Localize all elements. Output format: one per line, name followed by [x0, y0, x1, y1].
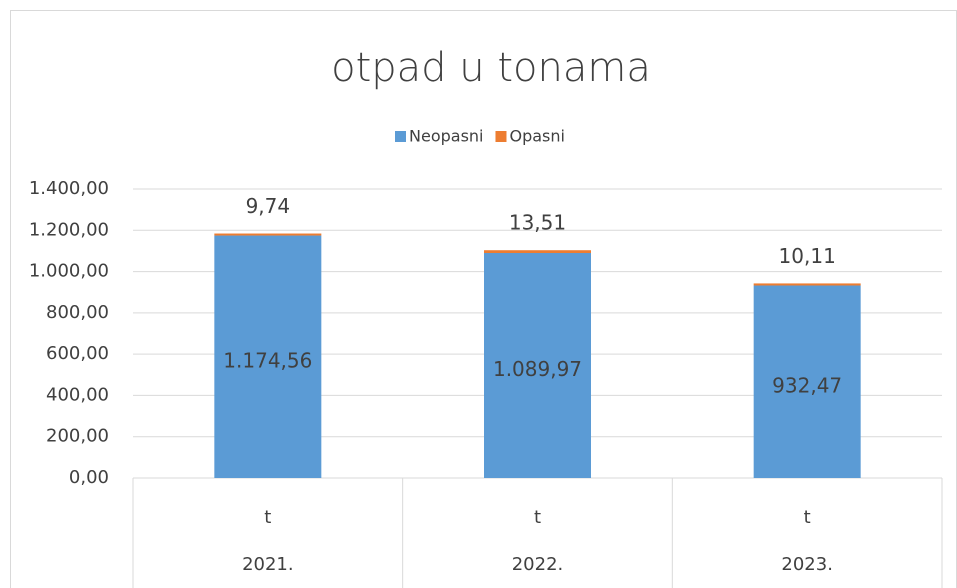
data-label: 13,51 — [509, 211, 566, 235]
y-tick-label: 400,00 — [46, 384, 109, 405]
bar-segment — [753, 285, 861, 478]
y-tick-label: 600,00 — [46, 343, 109, 364]
data-label: 9,74 — [246, 194, 291, 218]
x-tick-label: t — [534, 507, 541, 528]
y-tick-label: 800,00 — [46, 302, 109, 323]
y-tick-label: 1.400,00 — [29, 178, 109, 199]
data-label: 1.174,56 — [223, 348, 312, 372]
legend-swatch — [495, 131, 507, 142]
legend-swatch — [395, 131, 406, 142]
bar-segment — [214, 235, 322, 478]
y-tick-label: 1.000,00 — [29, 261, 109, 282]
data-label: 10,11 — [779, 244, 836, 268]
x-group-label: 2022. — [512, 554, 564, 575]
bar-segment — [214, 233, 322, 236]
x-tick-label: t — [804, 507, 811, 528]
legend-label: Opasni — [509, 127, 564, 146]
bar-segment — [484, 252, 591, 478]
x-group-label: 2023. — [781, 554, 833, 575]
legend-label: Neopasni — [409, 127, 483, 146]
y-tick-label: 200,00 — [46, 426, 109, 447]
chart-title: otpad u tonama — [331, 45, 651, 91]
y-tick-label: 0,00 — [69, 467, 109, 488]
bar-segment — [753, 283, 861, 286]
x-tick-label: t — [264, 507, 271, 528]
bar-segment — [484, 250, 591, 253]
y-tick-label: 1.200,00 — [29, 219, 109, 240]
data-label: 932,47 — [772, 373, 842, 397]
x-group-label: 2021. — [242, 554, 294, 575]
data-label: 1.089,97 — [493, 357, 582, 381]
